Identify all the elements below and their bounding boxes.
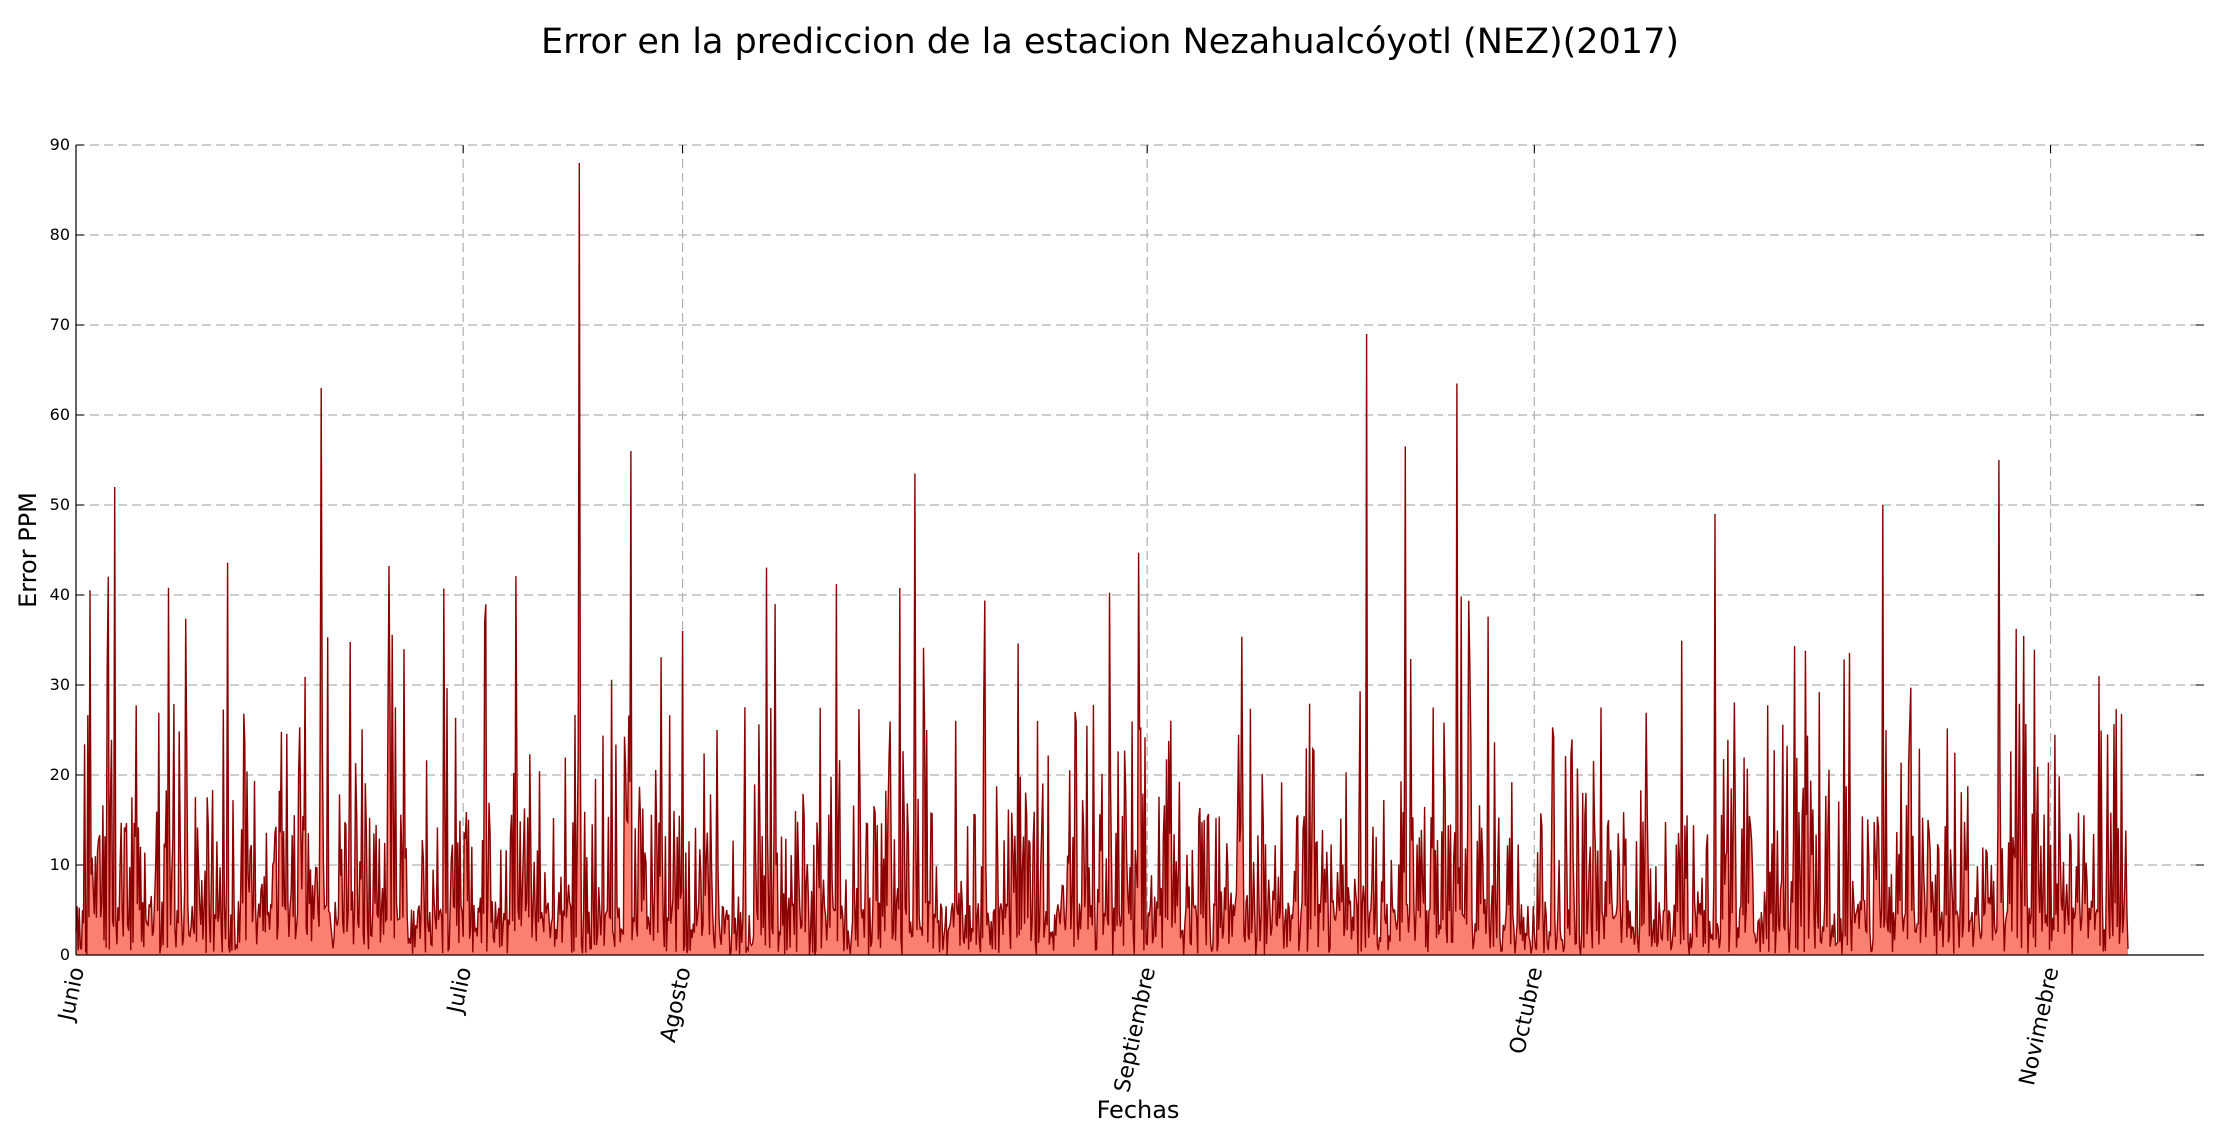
x-tick-label: Agosto — [656, 965, 696, 1045]
y-tick-label: 90 — [50, 135, 70, 154]
x-tick-label: Julio — [443, 965, 477, 1017]
x-axis-label: Fechas — [1097, 1096, 1180, 1124]
y-tick-label: 20 — [50, 765, 70, 784]
y-tick-label: 50 — [50, 495, 70, 514]
x-tick-label: Junio — [54, 965, 90, 1025]
y-tick-label: 10 — [50, 855, 70, 874]
y-axis-label: Error PPM — [14, 492, 42, 608]
y-tick-label: 60 — [50, 405, 70, 424]
x-tick-label: Septiembre — [1110, 965, 1161, 1095]
y-tick-label: 30 — [50, 675, 70, 694]
y-tick-label: 0 — [60, 945, 70, 964]
series-area — [75, 162, 2129, 956]
series-line — [75, 162, 2129, 956]
x-tick-labels: Junio Julio Agosto Septiembre Octubre Novimeb… — [54, 965, 2065, 1095]
x-tick-label: Octubre — [1505, 965, 1548, 1056]
y-tick-labels: 0 10 20 30 40 50 60 70 80 90 — [50, 135, 70, 964]
axes — [75, 145, 2204, 956]
chart-title: Error en la prediccion de la estacion Ne… — [540, 22, 1679, 62]
y-tick-label: 70 — [50, 315, 70, 334]
y-tick-label: 40 — [50, 585, 70, 604]
x-tick-label: Novimebre — [2015, 965, 2064, 1088]
y-tick-label: 80 — [50, 225, 70, 244]
